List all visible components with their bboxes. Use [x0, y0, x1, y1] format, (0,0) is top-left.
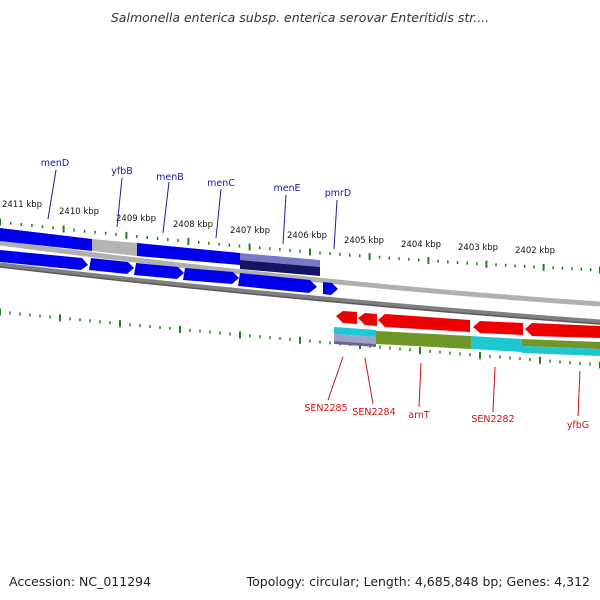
leader-line	[577, 370, 581, 417]
kbp-label: 2408 kbp	[173, 220, 213, 230]
gene-label-reverse[interactable]: arnT	[408, 410, 430, 421]
gene-label-forward[interactable]: menC	[207, 178, 235, 189]
cds-arrow-forward[interactable]	[183, 268, 239, 284]
cds-arrow-forward[interactable]	[238, 273, 317, 293]
backbone-inner	[0, 262, 600, 325]
cds-arrow-reverse[interactable]	[358, 313, 377, 326]
kbp-label: 2411 kbp	[2, 200, 42, 210]
forward-feature-bar[interactable]	[137, 243, 240, 265]
cds-arrow-forward[interactable]	[134, 263, 184, 279]
forward-feature-bar[interactable]	[0, 228, 92, 251]
gene-label-forward[interactable]: pmrD	[325, 188, 352, 199]
leader-line	[215, 188, 222, 239]
leader-line	[162, 181, 170, 234]
cds-arrow-reverse[interactable]	[336, 311, 357, 324]
forward-cds-track	[0, 250, 338, 295]
genome-title: Salmonella enterica subsp. enterica sero…	[111, 10, 489, 25]
leader-line	[47, 169, 57, 220]
cds-arrow-reverse[interactable]	[378, 314, 470, 332]
leader-line	[418, 362, 422, 408]
reverse-cds-track	[336, 311, 600, 338]
accession-label: Accession: NC_011294	[9, 574, 151, 589]
cds-arrow-forward[interactable]	[0, 250, 88, 270]
cds-arrow-forward[interactable]	[89, 258, 134, 274]
leader-line	[492, 366, 496, 413]
leader-line	[282, 194, 287, 245]
leader-line	[116, 177, 123, 228]
kbp-label: 2409 kbp	[116, 214, 156, 224]
gene-label-reverse[interactable]: SEN2285	[304, 403, 347, 414]
gene-label-forward[interactable]: menD	[41, 158, 69, 169]
kbp-label: 2405 kbp	[344, 236, 384, 246]
kbp-label: 2402 kbp	[515, 246, 555, 256]
kbp-label: 2403 kbp	[458, 243, 498, 253]
backbone-outer	[0, 240, 600, 307]
gene-label-reverse[interactable]: SEN2284	[352, 407, 395, 418]
forward-feature-bar-navy[interactable]	[240, 260, 320, 276]
reverse-feature-bar-olive[interactable]	[522, 339, 600, 349]
gene-label-reverse[interactable]: yfbG	[567, 420, 589, 431]
leader-line	[333, 199, 338, 250]
forward-feature-bar-lavender[interactable]	[240, 253, 320, 267]
leader-line	[327, 356, 344, 401]
reverse-feature-bar-cyan[interactable]	[522, 346, 600, 356]
label-leader-lines	[47, 169, 581, 417]
scale-ticks-outer	[0, 218, 600, 274]
gene-label-forward[interactable]: menE	[273, 183, 300, 194]
leader-line	[364, 357, 374, 405]
backbone-inner-shadow	[0, 266, 600, 325]
kbp-label: 2404 kbp	[401, 240, 441, 250]
cds-arrow-forward[interactable]	[323, 282, 338, 295]
reverse-feature-track	[334, 327, 600, 356]
gene-label-reverse[interactable]: SEN2282	[471, 414, 514, 425]
kbp-label: 2407 kbp	[230, 226, 270, 236]
reverse-feature-bar-navy[interactable]	[334, 341, 376, 347]
genome-summary: Topology: circular; Length: 4,685,848 bp…	[246, 574, 590, 589]
kbp-label: 2406 kbp	[287, 231, 327, 241]
cds-arrow-reverse[interactable]	[525, 323, 600, 338]
forward-feature-bar-grey[interactable]	[92, 239, 137, 256]
reverse-feature-bar-grey[interactable]	[334, 334, 376, 344]
scale-ticks-inner	[0, 308, 600, 369]
gene-label-forward[interactable]: yfbB	[111, 166, 133, 177]
reverse-feature-bar-olive[interactable]	[376, 331, 471, 349]
kbp-label: 2410 kbp	[59, 207, 99, 217]
reverse-feature-bar-cyan[interactable]	[334, 327, 376, 337]
reverse-feature-bar-cyan[interactable]	[471, 336, 522, 352]
gene-label-forward[interactable]: menB	[156, 172, 184, 183]
forward-feature-track	[0, 228, 320, 276]
cds-arrow-reverse[interactable]	[473, 321, 523, 335]
